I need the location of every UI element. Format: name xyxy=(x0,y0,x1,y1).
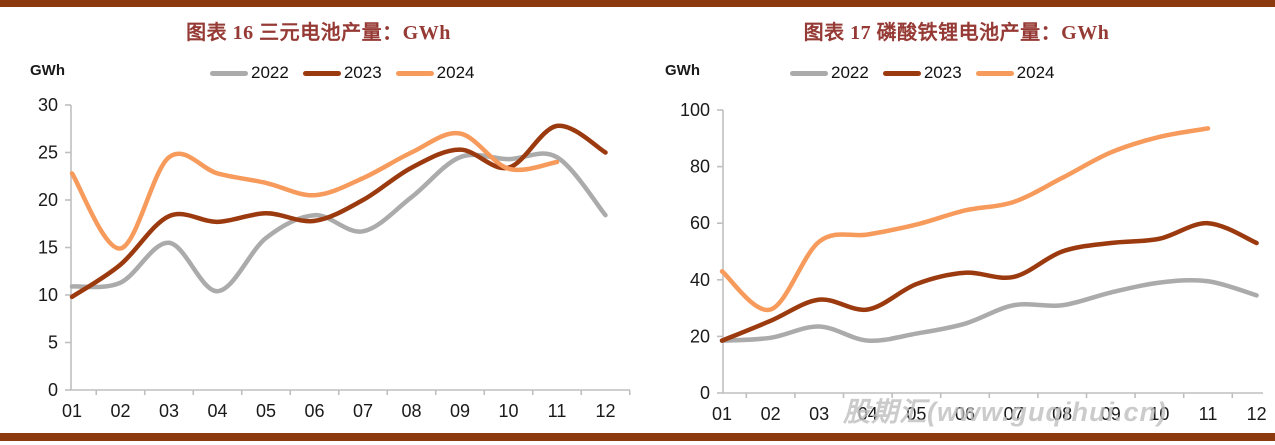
y-tick-label: 40 xyxy=(690,270,710,290)
y-axis-unit-label: GWh xyxy=(30,62,65,79)
x-tick-label: 05 xyxy=(906,404,926,424)
series-line-2024 xyxy=(69,130,560,251)
y-tick-label: 20 xyxy=(38,190,58,210)
legend-swatch-2024 xyxy=(395,70,434,76)
y-tick-label: 5 xyxy=(48,333,58,353)
y-tick-label: 80 xyxy=(690,157,710,177)
y-tick-label: 25 xyxy=(38,143,58,163)
x-tick-label: 11 xyxy=(548,401,567,421)
y-tick-label: 60 xyxy=(690,213,710,233)
x-tick-label: 04 xyxy=(207,401,227,421)
legend-swatch-2023 xyxy=(882,70,921,76)
x-tick-label: 09 xyxy=(450,401,470,421)
line-chart-lfp-battery: 0 20 40 60 80 100 01 02 03 04 05 06 07 08 09 10 11 12 xyxy=(680,100,1267,424)
x-tick-label: 08 xyxy=(1052,404,1072,424)
y-tick-label: 30 xyxy=(38,95,58,115)
x-tick-label: 11 xyxy=(1199,404,1218,424)
legend-label: 2024 xyxy=(436,63,475,82)
series-line-2024 xyxy=(719,126,1211,312)
legend-swatch-2022 xyxy=(210,70,248,76)
x-tick-label: 03 xyxy=(809,404,829,424)
chart-panel-lfp-battery: 0 20 40 60 80 100 01 02 03 04 05 06 07 08 09 10 11 12 图表 … xyxy=(638,7,1275,433)
x-tick-label: 01 xyxy=(712,404,732,424)
x-tick-label: 06 xyxy=(304,401,324,421)
x-tick-label: 08 xyxy=(401,401,421,421)
legend-swatch-2022 xyxy=(790,70,828,76)
chart-panel-ternary-battery: 0 5 10 15 20 25 30 01 02 03 04 05 06 07 08 09 10 11 12 图表 … xyxy=(0,7,637,433)
x-tick-label: 03 xyxy=(159,401,179,421)
legend: 2022 2023 2024 xyxy=(790,63,1054,83)
top-accent-bar xyxy=(0,0,1275,7)
legend-item-2022: 2022 xyxy=(210,63,289,83)
series-line-2022 xyxy=(69,151,608,294)
x-tick-label: 05 xyxy=(256,401,276,421)
series-line-2022 xyxy=(719,277,1259,344)
legend: 2022 2023 2024 xyxy=(210,63,474,83)
y-axis-unit-label: GWh xyxy=(665,62,700,79)
series-line-2023 xyxy=(719,220,1259,343)
legend-label: 2023 xyxy=(343,63,382,82)
bottom-accent-bar xyxy=(0,433,1275,441)
chart-title: 图表 16 三元电池产量：GWh xyxy=(186,22,451,44)
x-tick-label: 09 xyxy=(1101,404,1121,424)
legend-item-2024: 2024 xyxy=(975,63,1055,83)
x-tick-label: 01 xyxy=(62,401,82,421)
legend-label: 2022 xyxy=(251,63,289,82)
y-tick-label: 10 xyxy=(38,285,58,305)
x-tick-label: 02 xyxy=(761,404,781,424)
legend-item-2023: 2023 xyxy=(302,63,382,83)
y-tick-label: 0 xyxy=(700,383,710,403)
x-tick-label: 12 xyxy=(595,401,615,421)
legend-swatch-2024 xyxy=(975,70,1014,76)
y-tick-label: 20 xyxy=(690,326,710,346)
x-tick-label: 04 xyxy=(858,404,878,424)
x-tick-label: 12 xyxy=(1247,404,1267,424)
y-tick-label: 100 xyxy=(680,100,710,120)
x-tick-label: 07 xyxy=(353,401,373,421)
legend-swatch-2023 xyxy=(302,70,341,76)
x-tick-label: 10 xyxy=(1149,404,1169,424)
x-tick-label: 10 xyxy=(498,401,518,421)
chart-title: 图表 17 磷酸铁锂电池产量：GWh xyxy=(803,22,1110,44)
x-tick-label: 06 xyxy=(955,404,975,424)
legend-item-2022: 2022 xyxy=(790,63,869,83)
legend-item-2024: 2024 xyxy=(395,63,475,83)
series-line-2023 xyxy=(69,123,608,300)
x-tick-label: 02 xyxy=(110,401,130,421)
legend-label: 2023 xyxy=(923,63,962,82)
x-tick-label: 07 xyxy=(1004,404,1024,424)
legend-label: 2024 xyxy=(1016,63,1055,82)
legend-item-2023: 2023 xyxy=(882,63,962,83)
legend-label: 2022 xyxy=(831,63,869,82)
y-tick-label: 15 xyxy=(38,238,58,258)
y-tick-label: 0 xyxy=(48,380,58,400)
